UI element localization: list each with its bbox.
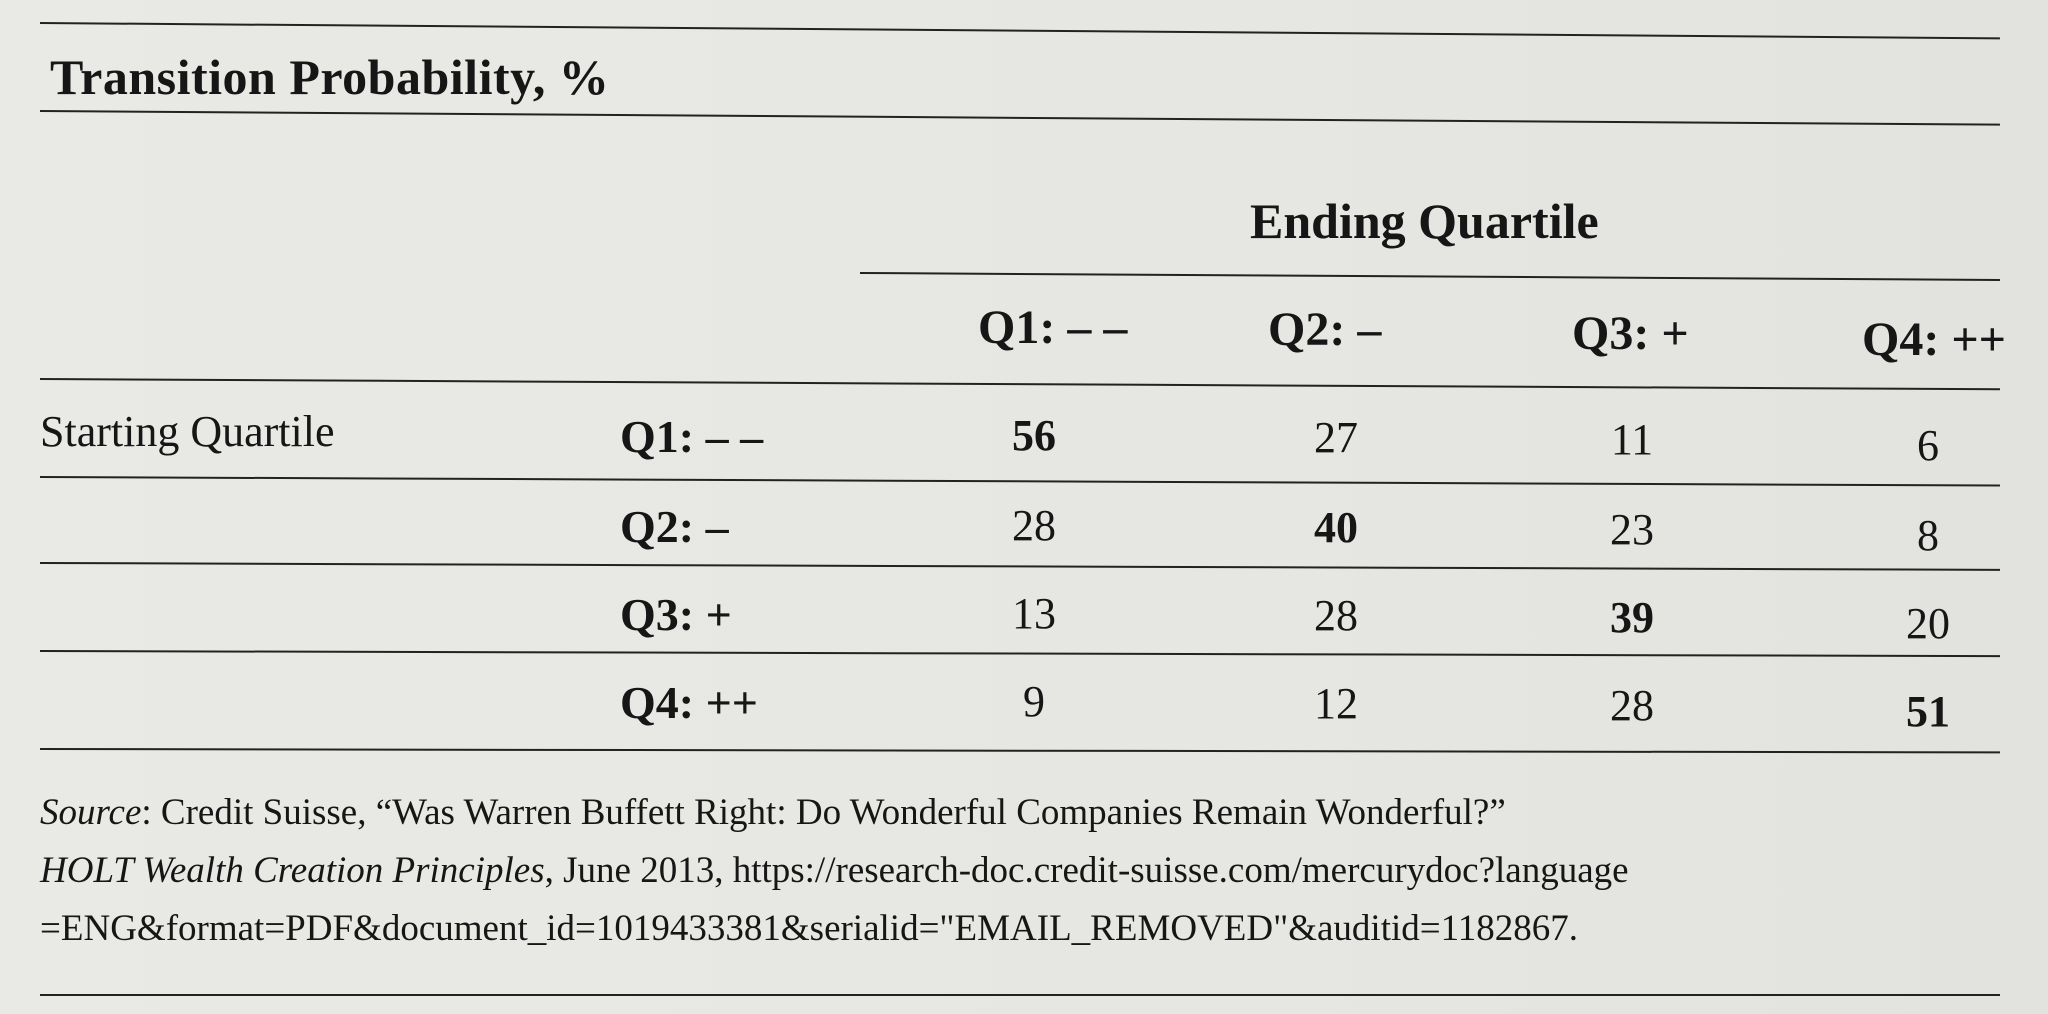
cell-q3-q2: 28	[1314, 591, 1358, 640]
source-label: Source	[40, 792, 142, 833]
title-rule	[39, 110, 2000, 126]
row-label-q3: Q3: +	[620, 589, 732, 640]
cell-q4-q4: 51	[1906, 687, 1950, 736]
cell-q2-q3: 23	[1610, 505, 1654, 554]
source-line-1: Source: Credit Suisse, “Was Warren Buffe…	[40, 784, 2030, 842]
column-header-q3: Q3: +	[1572, 307, 1689, 360]
row-rule-3	[39, 650, 2000, 658]
cell-q4-q3: 28	[1610, 681, 1654, 730]
cell-q3-q3: 39	[1610, 593, 1654, 642]
header-rule	[39, 378, 2000, 391]
row-label-q2: Q2: –	[620, 501, 729, 552]
source-publication: HOLT Wealth Creation Principles	[40, 850, 545, 891]
source-text-1: : Credit Suisse, “Was Warren Buffett Rig…	[141, 792, 1506, 833]
column-header-q2: Q2: –	[1268, 303, 1382, 356]
column-header-q4: Q4: ++	[1862, 313, 2007, 366]
table-title: Transition Probability, %	[50, 49, 610, 105]
top-rule	[39, 22, 2000, 40]
cell-q1-q2: 27	[1314, 413, 1358, 462]
row-rule-1	[39, 476, 2000, 487]
cell-q2-q4: 8	[1917, 511, 1939, 560]
row-group-label: Starting Quartile	[40, 407, 335, 456]
cell-q1-q4: 6	[1917, 421, 1939, 470]
row-label-q4: Q4: ++	[620, 677, 759, 728]
cell-q3-q1: 13	[1012, 589, 1056, 638]
cell-q2-q2: 40	[1314, 503, 1358, 552]
cell-q1-q1: 56	[1012, 411, 1056, 460]
source-line-3: =ENG&format=PDF&document_id=1019433381&s…	[40, 900, 2030, 958]
header-group-rule	[859, 272, 2000, 281]
cell-q3-q4: 20	[1906, 599, 1950, 648]
source-note: Source: Credit Suisse, “Was Warren Buffe…	[40, 784, 2030, 958]
table-bottom-rule	[39, 748, 2000, 754]
cell-q4-q2: 12	[1314, 679, 1358, 728]
source-bottom-rule	[40, 994, 2000, 996]
row-label-q1: Q1: – –	[620, 411, 764, 462]
row-rule-2	[39, 562, 2000, 571]
column-header-q1: Q1: – –	[978, 301, 1128, 354]
source-line-2: HOLT Wealth Creation Principles, June 20…	[40, 842, 2030, 900]
cell-q1-q3: 11	[1610, 415, 1654, 464]
cell-q2-q1: 28	[1012, 501, 1056, 550]
cell-q4-q1: 9	[1023, 677, 1045, 726]
column-group-label: Ending Quartile	[1250, 193, 1599, 249]
source-text-2: , June 2013, https://research-doc.credit…	[544, 850, 1629, 891]
source-text-3: =ENG&format=PDF&document_id=1019433381&s…	[40, 908, 1579, 949]
